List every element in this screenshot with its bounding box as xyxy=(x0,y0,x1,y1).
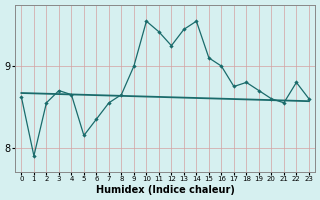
X-axis label: Humidex (Indice chaleur): Humidex (Indice chaleur) xyxy=(96,185,235,195)
